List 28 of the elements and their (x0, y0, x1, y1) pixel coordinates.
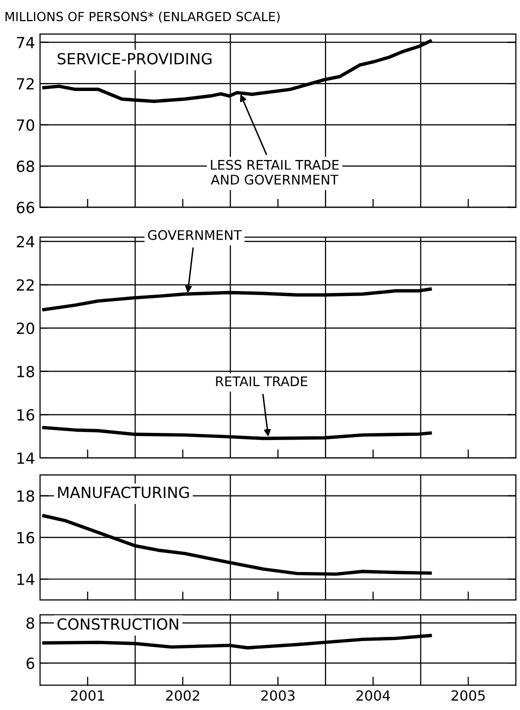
annotation: RETAIL TRADE (216, 376, 308, 386)
text: SERVICE-PROVIDING (58, 52, 212, 64)
y-tick-label: 70 (16, 119, 34, 131)
annotation: GOVERNMENT (148, 230, 242, 240)
y-tick-label: 18 (17, 366, 34, 378)
text: MANUFACTURING (58, 486, 189, 498)
y-tick-label: 66 (16, 202, 34, 214)
y-tick-label: 16 (17, 532, 34, 544)
y-tick-label: 16 (17, 409, 34, 421)
chart-title: CONSTRUCTION (58, 618, 178, 630)
y-tick-label: 14 (17, 452, 34, 464)
y-tick-label: 14 (17, 574, 34, 585)
x-tick-label: 2001 (70, 690, 104, 701)
x-tick-label: 2003 (261, 690, 294, 701)
x-tick-label: 2002 (166, 690, 200, 701)
y-tick-label: 18 (17, 490, 34, 502)
x-tick-label: 2004 (356, 690, 390, 701)
y-tick-label: 72 (16, 78, 34, 90)
y-tick-label: 6 (26, 658, 34, 670)
y-tick-label: 8 (26, 617, 34, 629)
y-tick-label: 22 (16, 279, 34, 291)
y-axis-title: MILLIONS OF PERSONS* (ENLARGED SCALE) (6, 12, 280, 23)
y-tick-label: 24 (16, 236, 34, 248)
annotation: LESS RETAIL TRADE AND GOVERNMENT (210, 160, 339, 185)
x-tick-label: 2005 (452, 690, 485, 701)
y-tick-label: 20 (16, 322, 34, 334)
y-tick-label: 74 (16, 36, 34, 48)
y-tick-label: 68 (16, 160, 34, 172)
